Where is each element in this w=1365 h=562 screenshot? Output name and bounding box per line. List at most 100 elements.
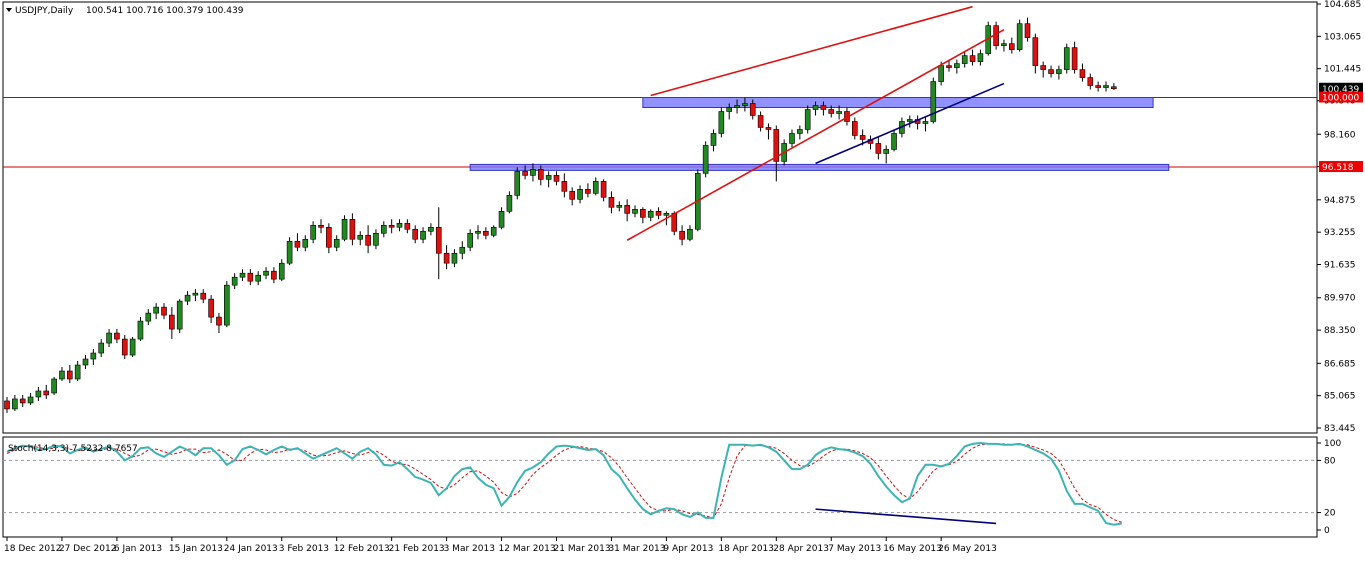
time-tick-label: 18 Apr 2013	[718, 544, 774, 554]
candle-102	[804, 105, 811, 134]
candle-97	[765, 123, 772, 140]
candle-141	[1111, 83, 1117, 90]
level-tag-1: 96.518	[1319, 161, 1363, 173]
candle-15	[121, 335, 128, 360]
candle-body	[906, 119, 913, 122]
time-tick-label: 16 May 2013	[883, 544, 942, 554]
candle-body	[333, 238, 340, 248]
candle-body	[726, 107, 733, 112]
candle-14	[114, 329, 120, 344]
candle-0	[4, 396, 10, 413]
price-tick-label: 86.685	[1324, 359, 1356, 369]
candle-body	[569, 191, 576, 200]
candle-body	[600, 181, 607, 198]
candle-body	[608, 197, 615, 208]
candle-98	[773, 125, 780, 182]
candle-body	[137, 320, 144, 340]
candle-110	[867, 135, 874, 150]
candle-124	[977, 49, 984, 66]
candle-body	[577, 189, 583, 200]
candle-body	[655, 211, 662, 216]
candle-32	[255, 271, 261, 286]
candle-body	[176, 300, 183, 330]
current-price-tag: 100.439	[1319, 82, 1363, 95]
candle-body	[585, 189, 591, 194]
candle-body	[592, 181, 599, 194]
candle-body	[647, 211, 654, 218]
candle-139	[1095, 81, 1101, 92]
candle-body	[467, 232, 473, 248]
dropdown-arrow-icon[interactable]	[6, 8, 12, 12]
candle-body	[773, 129, 780, 162]
level-tag-0: 100.000	[1319, 91, 1363, 104]
candle-body	[216, 316, 222, 326]
candle-108	[851, 117, 858, 140]
candle-79	[624, 199, 630, 222]
candle-body	[671, 213, 678, 232]
stoch-label: Stoch(14,3,3) 7.5232 8.7657	[8, 444, 138, 454]
candle-21	[169, 307, 175, 340]
candle-body	[969, 55, 976, 62]
candle-83	[655, 207, 662, 220]
candle-11	[90, 349, 97, 366]
candle-134	[1056, 65, 1062, 80]
candle-body	[388, 224, 395, 228]
candle-129	[1016, 19, 1023, 52]
candle-body	[616, 205, 623, 208]
candle-6	[51, 376, 57, 395]
candle-body	[121, 338, 128, 356]
candle-body	[961, 55, 968, 64]
level-tag-box	[1319, 161, 1363, 173]
candle-127	[1001, 39, 1007, 52]
candle-17	[137, 317, 144, 342]
price-tick-label: 88.350	[1324, 326, 1356, 336]
candle-133	[1048, 65, 1054, 78]
candle-5	[43, 384, 50, 399]
price-tick-label: 93.255	[1324, 228, 1356, 238]
candle-body	[74, 364, 81, 380]
candle-46	[365, 225, 371, 254]
price-tick-label: 94.875	[1324, 196, 1356, 206]
candle-body	[1056, 69, 1062, 74]
time-tick-label: 27 Dec 2012	[59, 544, 116, 554]
candle-body	[12, 398, 18, 410]
candle-body	[365, 234, 371, 246]
candle-body	[859, 135, 866, 140]
stoch-tick-label: 0	[1324, 526, 1330, 536]
stoch-divergence-line	[815, 508, 997, 525]
candle-40	[318, 219, 324, 234]
candle-111	[875, 137, 882, 160]
candle-body	[161, 306, 167, 316]
candle-body	[797, 129, 803, 134]
candle-body	[451, 252, 458, 264]
candle-body	[530, 169, 536, 176]
resistance-zone-1	[469, 163, 1170, 171]
candle-1	[12, 394, 18, 411]
candle-body	[4, 400, 10, 410]
price-tick-label: 89.970	[1324, 294, 1356, 304]
candle-body	[357, 234, 364, 240]
candle-112	[883, 145, 890, 164]
level-tag-box	[1319, 91, 1363, 103]
candle-80	[632, 205, 638, 218]
stoch-main-line	[6, 441, 1122, 526]
candle-body	[1040, 65, 1046, 70]
candle-105	[828, 105, 835, 118]
candle-38	[302, 235, 309, 252]
candle-body	[891, 133, 897, 150]
candle-body	[59, 370, 65, 380]
time-tick-label: 21 Mar 2013	[554, 544, 611, 554]
time-tick-label: 12 Mar 2013	[499, 544, 556, 554]
candle-135	[1063, 43, 1070, 74]
candle-body	[977, 53, 984, 62]
candle-body	[67, 370, 73, 380]
candle-91	[718, 107, 725, 138]
time-tick-label: 7 May 2013	[828, 544, 881, 554]
candle-body	[310, 224, 316, 240]
candle-86	[679, 225, 685, 246]
candle-130	[1024, 17, 1031, 42]
candle-body	[954, 63, 960, 68]
candle-body	[380, 224, 387, 234]
stoch-panel-frame	[2, 436, 1318, 538]
candle-body	[129, 338, 136, 356]
